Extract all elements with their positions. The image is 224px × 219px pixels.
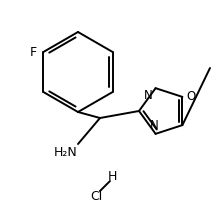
Text: Cl: Cl — [90, 189, 102, 203]
Text: O: O — [187, 90, 196, 103]
Text: N: N — [144, 89, 153, 102]
Text: H₂N: H₂N — [54, 145, 78, 159]
Text: H: H — [107, 170, 117, 182]
Text: N: N — [150, 119, 159, 132]
Text: F: F — [30, 46, 37, 58]
